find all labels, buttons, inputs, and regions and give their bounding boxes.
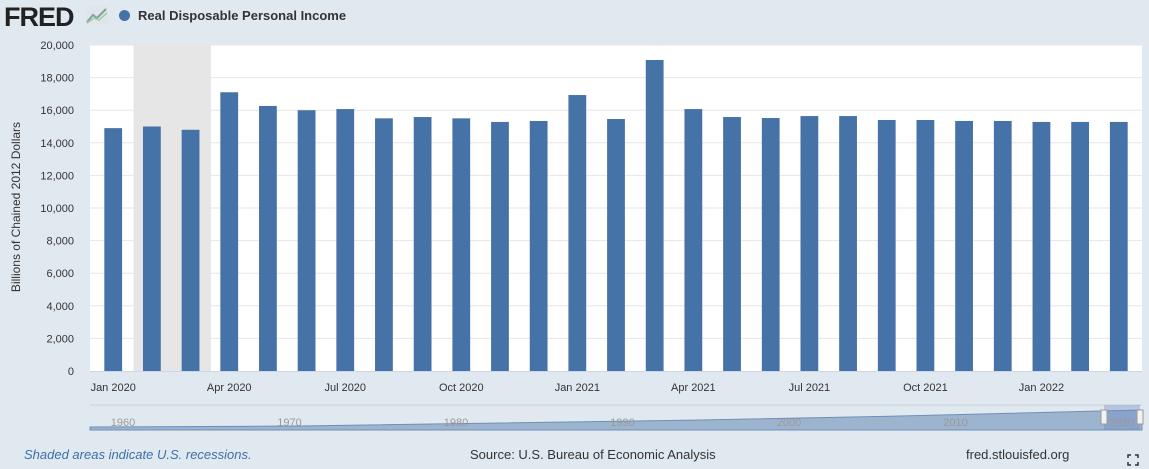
fred-logo[interactable]: FRED [4,2,74,32]
y-tick-label: 6,000 [46,268,74,280]
y-tick-label: 4,000 [46,301,74,313]
site-link[interactable]: fred.stlouisfed.org [966,447,1070,462]
y-tick-label: 2,000 [46,333,74,345]
bar-2021-02[interactable] [607,119,625,371]
bar-2020-01[interactable] [104,128,123,371]
navigator-label: 1960 [111,417,135,429]
navigator-label: 1970 [277,417,301,429]
x-tick-label: Apr 2021 [671,382,716,394]
legend-marker-icon [119,10,130,21]
x-tick-label: Oct 2020 [439,382,484,394]
navigator-label: 1980 [444,417,468,429]
bar-2020-02[interactable] [142,126,161,372]
bar-2022-02[interactable] [1071,121,1090,371]
legend-series-name[interactable]: Real Disposable Personal Income [138,8,347,23]
x-tick-label: Jul 2021 [789,382,831,394]
bar-2021-03[interactable] [645,59,664,371]
bar-2021-07[interactable] [800,116,819,372]
bar-2020-07[interactable] [336,109,355,372]
x-tick-label: Jan 2022 [1019,382,1064,394]
navigator-handle[interactable] [1136,409,1144,425]
navigator-selection[interactable] [1104,405,1140,430]
bar-2020-12[interactable] [529,120,548,371]
bar-2020-08[interactable] [375,118,393,371]
y-tick-label: 0 [68,366,74,378]
bar-2021-04[interactable] [684,109,703,372]
bar-2020-04[interactable] [220,92,239,372]
chart-area: 0 2,000 4,000 6,000 8,000 10,000 12,000 14,000 1… [40,40,1144,431]
bar-2021-09[interactable] [877,119,896,371]
bar-2021-06[interactable] [761,118,780,371]
navigator-handle[interactable] [1100,409,1108,425]
y-tick-label: 8,000 [46,236,74,248]
bar-2021-10[interactable] [916,119,935,371]
x-tick-label: Jul 2020 [324,382,366,394]
bar-2020-03[interactable] [181,129,200,371]
y-tick-label: 12,000 [40,170,74,182]
x-tick-label: Jan 2020 [91,382,136,394]
y-tick-label: 14,000 [40,138,74,150]
bar-2020-06[interactable] [297,110,316,371]
navigator-label: 2020 [1110,417,1134,429]
y-tick-label: 18,000 [40,73,74,85]
navigator-label: 1990 [610,417,634,429]
chart-logo-icon [86,6,108,24]
recession-note: Shaded areas indicate U.S. recessions. [24,447,252,462]
bar-2020-05[interactable] [259,105,277,371]
bar-2020-10[interactable] [452,118,471,371]
y-tick-label: 16,000 [40,105,74,117]
bar-2021-12[interactable] [993,120,1012,371]
navigator-label: 2000 [777,417,801,429]
bar-2020-09[interactable] [413,117,432,372]
navigator[interactable]: 1960 1970 1980 1990 2000 2010 2020 [89,404,1144,431]
bar-2021-05[interactable] [723,117,741,372]
fullscreen-icon[interactable] [1127,454,1139,466]
bar-2022-01[interactable] [1032,121,1051,371]
bar-2021-08[interactable] [839,116,857,372]
y-tick-label: 10,000 [40,203,74,215]
bar-2020-11[interactable] [491,121,509,371]
y-tick-label: 20,000 [40,40,74,52]
x-tick-label: Oct 2021 [903,382,948,394]
source-text: Source: U.S. Bureau of Economic Analysis [470,447,716,462]
bar-2021-11[interactable] [955,120,973,371]
navigator-label: 2010 [943,417,967,429]
bar-2022-03[interactable] [1109,121,1128,371]
x-tick-label: Apr 2020 [207,382,252,394]
bar-2021-01[interactable] [568,95,587,371]
x-tick-label: Jan 2021 [555,382,600,394]
